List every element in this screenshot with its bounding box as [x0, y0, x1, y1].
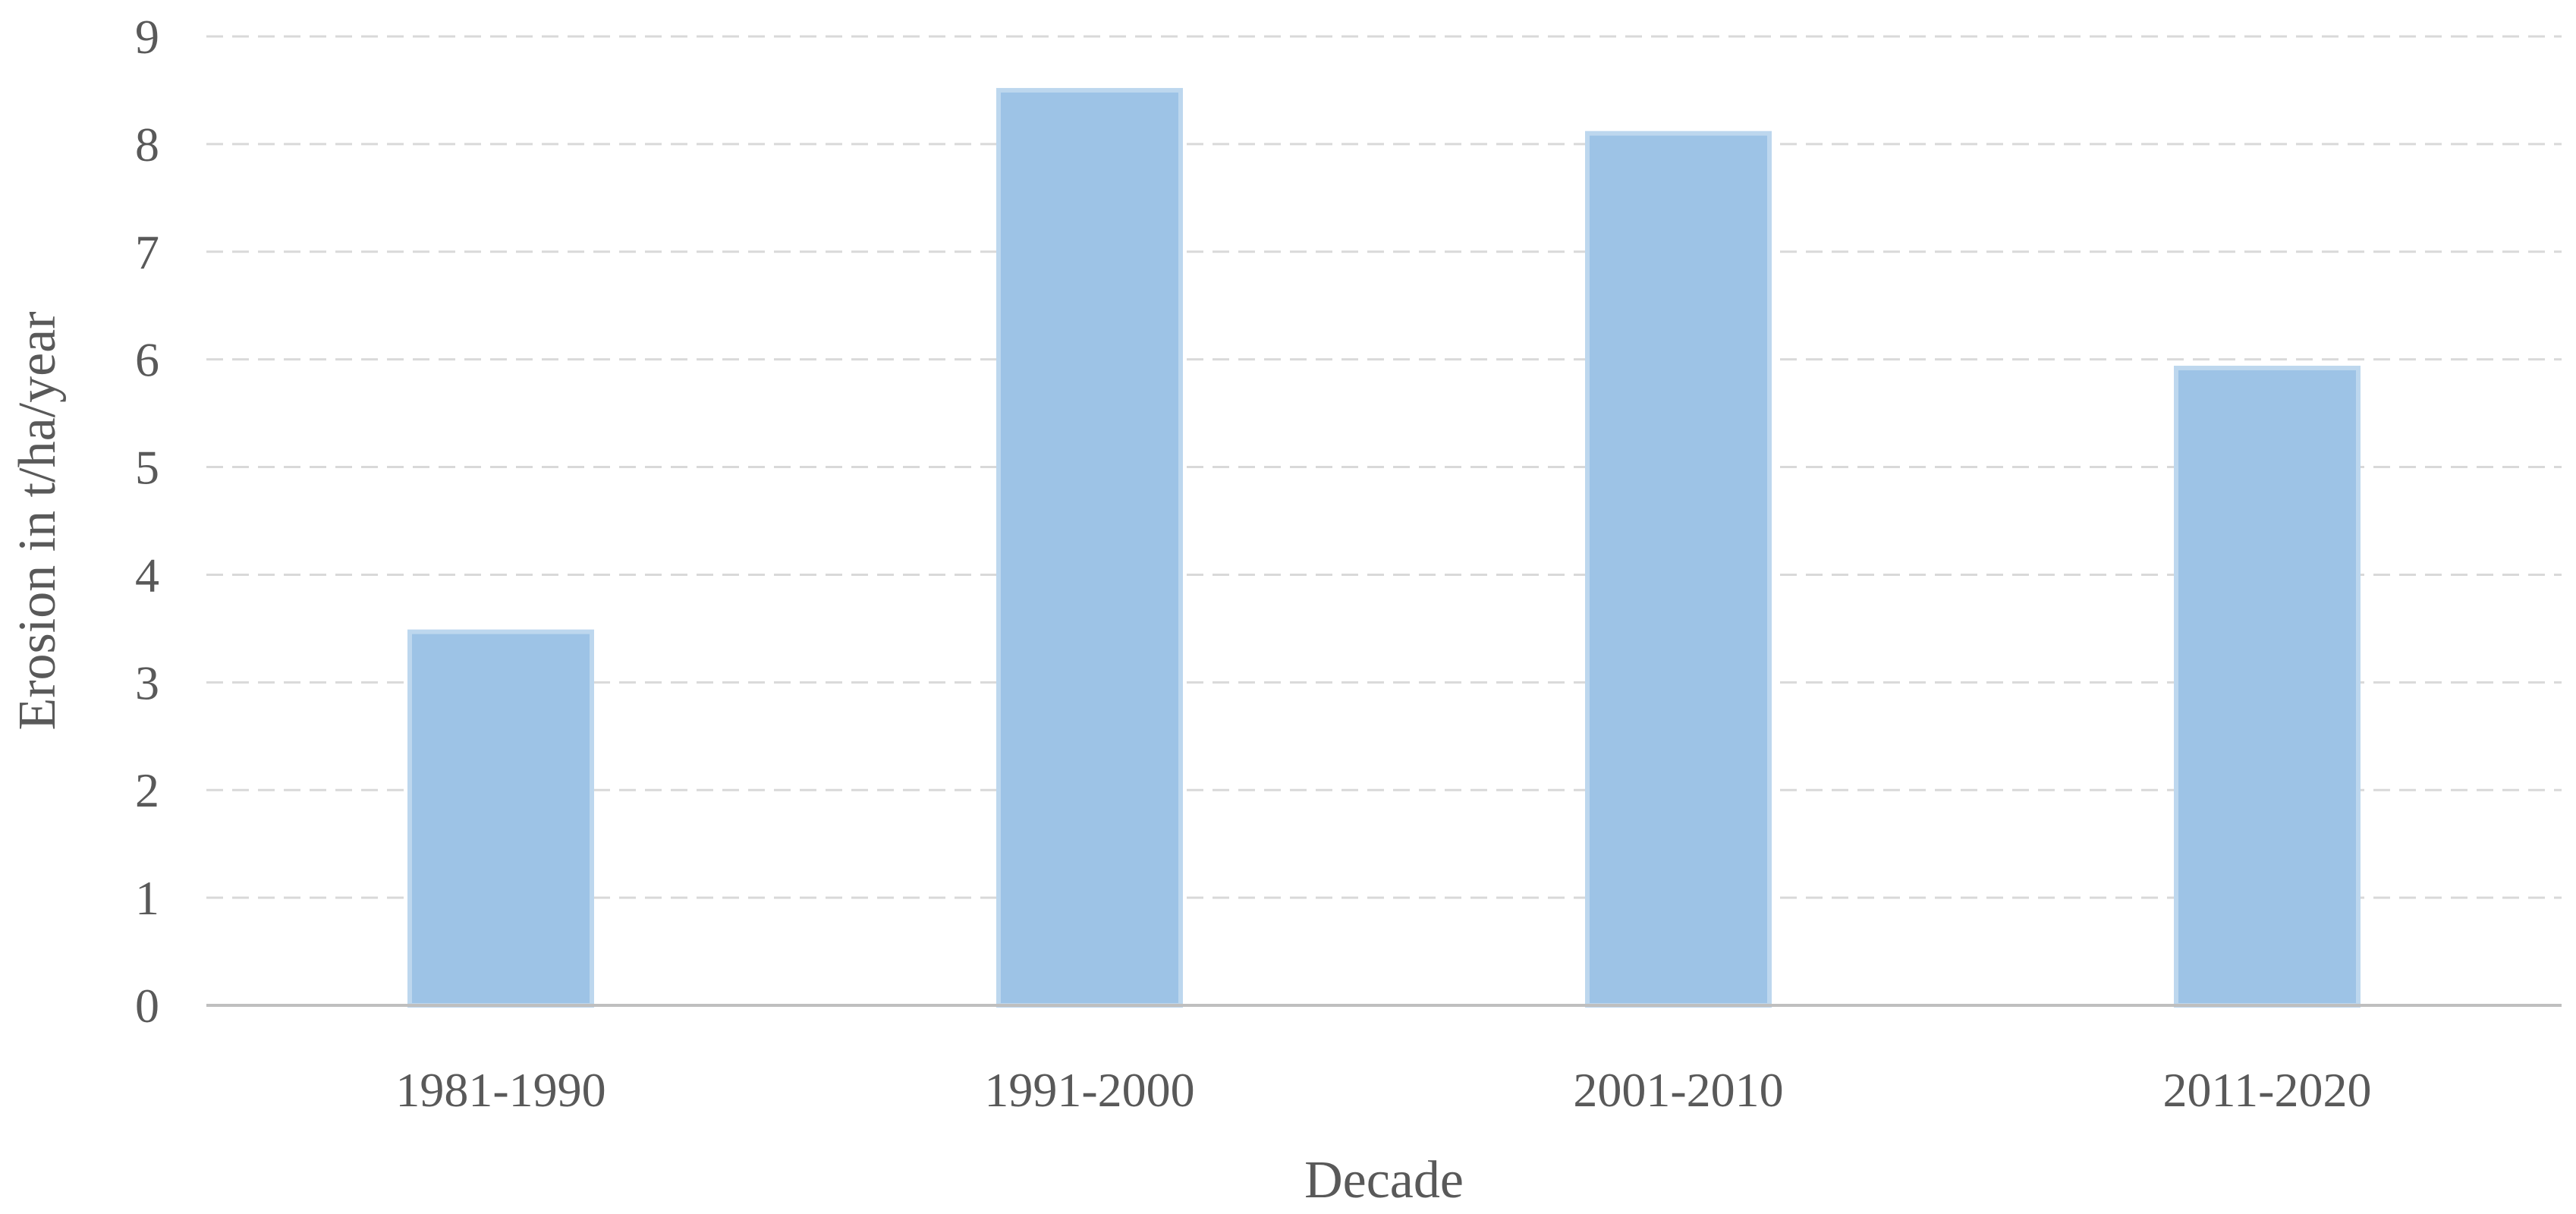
- bar: [407, 629, 594, 1008]
- x-tick-labels: 1981-1990 1991-2000 2001-2010 2011-2020: [395, 1063, 2371, 1117]
- y-tick-label: 7: [135, 225, 159, 279]
- bars: [407, 87, 2361, 1008]
- y-tick-label: 1: [135, 871, 159, 925]
- y-tick-label: 5: [135, 441, 159, 495]
- y-tick-label: 2: [135, 763, 159, 817]
- x-tick-label: 2001-2010: [1573, 1063, 1783, 1117]
- bar: [1585, 131, 1772, 1008]
- y-axis-title: Erosion in t/ha/year: [8, 311, 67, 730]
- x-tick-label: 1981-1990: [395, 1063, 605, 1117]
- y-tick-label: 9: [135, 10, 159, 64]
- bar: [996, 87, 1183, 1008]
- bar: [2174, 366, 2361, 1008]
- x-tick-label: 2011-2020: [2163, 1063, 2372, 1117]
- y-tick-labels: 0 1 2 3 4 5 6 7 8 9: [135, 10, 159, 1033]
- gridlines: [206, 35, 2562, 899]
- y-tick-label: 4: [135, 548, 159, 602]
- y-tick-label: 0: [135, 979, 159, 1033]
- x-axis-title: Decade: [1304, 1151, 1464, 1209]
- x-tick-label: 1991-2000: [984, 1063, 1194, 1117]
- y-tick-label: 3: [135, 656, 159, 709]
- y-tick-label: 6: [135, 333, 159, 387]
- y-tick-label: 8: [135, 118, 159, 171]
